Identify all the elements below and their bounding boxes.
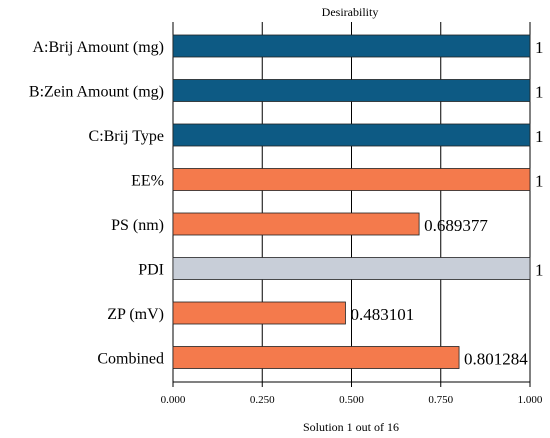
x-axis-ticks: 0.000 0.250 0.500 0.750 1.000 xyxy=(161,382,543,406)
bar xyxy=(172,79,531,102)
category-label: ZP (mV) xyxy=(107,306,164,323)
value-label: 1 xyxy=(535,83,544,102)
value-label: 0.801284 xyxy=(464,350,528,369)
chart-title: Desirability xyxy=(322,5,379,19)
x-tick-label: 0.000 xyxy=(161,394,186,406)
bar xyxy=(172,346,460,369)
value-label: 0.689377 xyxy=(424,216,488,235)
category-labels: A:Brij Amount (mg) B:Zein Amount (mg) C:Br… xyxy=(29,39,164,368)
bar xyxy=(172,301,346,325)
value-labels: 1 1 1 1 0.689377 1 0.483101 0.801284 xyxy=(350,38,543,369)
bars xyxy=(172,34,531,369)
x-tick-label: 1.000 xyxy=(518,394,543,406)
category-label: B:Zein Amount (mg) xyxy=(29,84,164,101)
bar xyxy=(172,257,531,280)
bar xyxy=(172,212,420,236)
value-label: 0.483101 xyxy=(350,305,414,324)
bar xyxy=(172,168,531,191)
bar xyxy=(172,123,531,147)
category-label: PDI xyxy=(138,262,164,279)
x-tick-label: 0.750 xyxy=(428,394,453,406)
category-label: PS (nm) xyxy=(111,217,164,234)
x-tick-label: 0.500 xyxy=(339,394,364,406)
category-label: C:Brij Type xyxy=(89,128,164,145)
value-label: 1 xyxy=(535,172,544,191)
x-tick-label: 0.250 xyxy=(250,394,275,406)
value-label: 1 xyxy=(535,261,544,280)
grid-lines xyxy=(172,22,531,383)
category-label: EE% xyxy=(131,173,164,190)
value-label: 1 xyxy=(535,127,544,146)
value-label: 1 xyxy=(535,38,544,57)
bar xyxy=(172,34,531,58)
category-label: Combined xyxy=(97,351,164,368)
category-label: A:Brij Amount (mg) xyxy=(32,39,164,56)
x-axis-label: Solution 1 out of 16 xyxy=(303,420,399,434)
